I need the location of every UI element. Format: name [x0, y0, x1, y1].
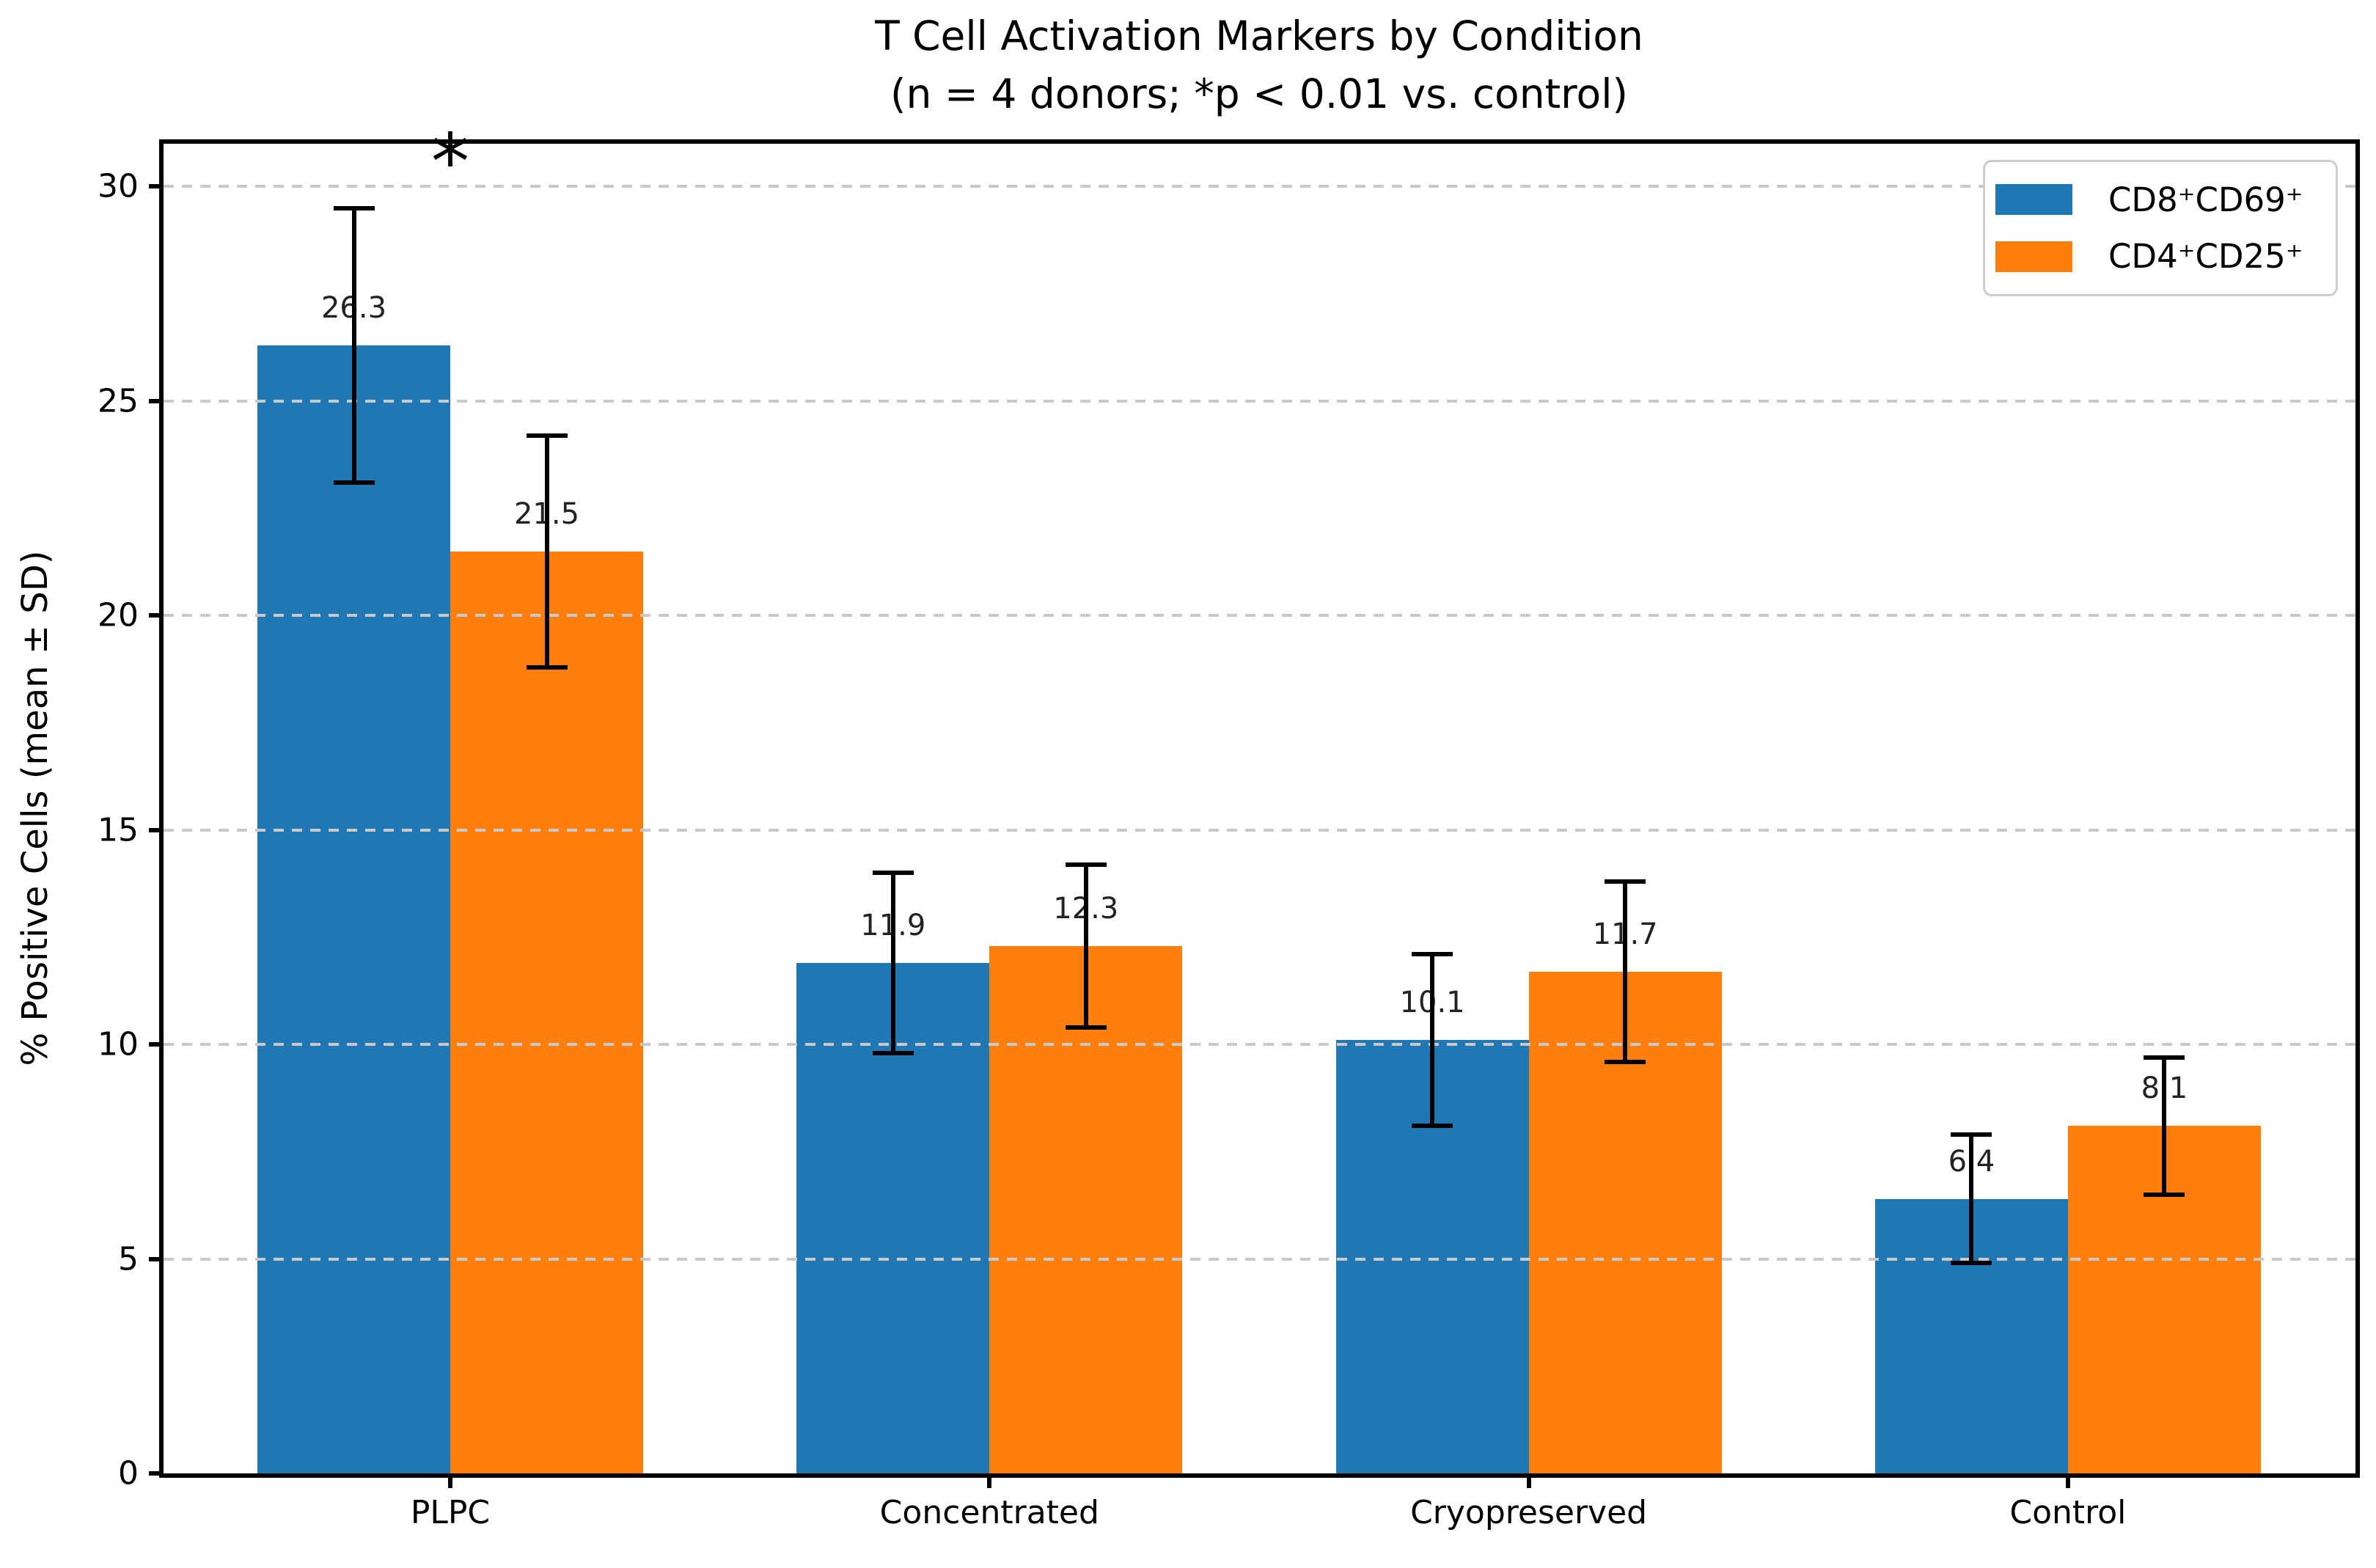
gridline-y-20	[164, 614, 2355, 618]
chart-title-block: T Cell Activation Markers by Condition (…	[875, 7, 1643, 123]
legend-label-cd4cd25: CD4⁺CD25⁺	[2108, 237, 2303, 276]
legend-swatch-cd4cd25	[1995, 241, 2072, 272]
y-tick-20	[149, 613, 164, 618]
error-bar-line	[544, 435, 549, 667]
gridline-y-5	[164, 1257, 2355, 1261]
legend-item-cd8cd69: CD8⁺CD69⁺	[1995, 180, 2336, 219]
error-bar-cap-bottom	[872, 1050, 914, 1055]
x-tick-label-plpc: PLPC	[410, 1494, 491, 1531]
y-tick-label-25: 25	[98, 382, 139, 420]
gridline-y-25	[164, 399, 2355, 403]
y-tick-15	[149, 827, 164, 832]
error-bar-line	[1430, 954, 1435, 1126]
x-tick-label-cryopreserved: Cryopreserved	[1410, 1494, 1648, 1531]
y-tick-30	[149, 184, 164, 189]
error-bar-cap-top	[872, 871, 914, 876]
error-bar-cap-bottom	[1951, 1261, 1992, 1266]
error-bar-line	[1623, 881, 1628, 1062]
gridline-y-10	[164, 1043, 2355, 1047]
x-tick-label-control: Control	[2009, 1494, 2127, 1531]
x-tick-concentrated	[987, 1473, 992, 1488]
legend-swatch-cd8cd69	[1995, 184, 2072, 216]
legend-label-cd8cd69: CD8⁺CD69⁺	[2108, 180, 2303, 219]
bar-plpc-cd8	[257, 345, 450, 1473]
y-tick-label-0: 0	[118, 1454, 139, 1492]
error-bar-cap-bottom	[2144, 1192, 2185, 1197]
error-bar-cap-top	[2144, 1055, 2185, 1060]
bar-concentrated-cd4	[989, 945, 1183, 1473]
y-tick-label-5: 5	[118, 1240, 139, 1278]
plot-area: 26.311.910.16.421.512.311.78.10510152025…	[98, 124, 2360, 1531]
y-axis-label: % Positive Cells (mean ± SD)	[15, 550, 56, 1066]
error-bar-line	[890, 873, 895, 1053]
error-bar-line	[1969, 1134, 1974, 1264]
error-bar-cap-top	[526, 433, 568, 438]
y-tick-25	[149, 398, 164, 403]
y-tick-label-10: 10	[98, 1025, 139, 1063]
x-tick-control	[2065, 1473, 2070, 1488]
y-tick-0	[149, 1471, 164, 1476]
error-bar-cap-bottom	[1065, 1025, 1107, 1030]
chart-subtitle: (n = 4 donors; *p < 0.01 vs. control)	[890, 70, 1628, 117]
legend: CD8⁺CD69⁺ CD4⁺CD25⁺	[1983, 160, 2338, 296]
x-tick-label-concentrated: Concentrated	[879, 1494, 1099, 1531]
y-tick-label-15: 15	[98, 811, 139, 849]
y-tick-label-30: 30	[98, 167, 139, 205]
gridline-y-15	[164, 828, 2355, 832]
chart-title: T Cell Activation Markers by Condition	[875, 12, 1643, 59]
error-bar-cap-bottom	[1412, 1124, 1453, 1129]
error-bar-cap-top	[1951, 1132, 1992, 1137]
y-tick-label-20: 20	[98, 596, 139, 634]
error-bar-line	[2162, 1057, 2167, 1195]
error-bar-cap-top	[1065, 862, 1107, 867]
error-bar-cap-bottom	[526, 664, 568, 670]
error-bar-line	[1083, 864, 1088, 1027]
x-tick-plpc	[448, 1473, 452, 1488]
error-bar-cap-bottom	[1605, 1059, 1646, 1064]
y-tick-5	[149, 1256, 164, 1261]
error-bar-cap-top	[1605, 879, 1646, 884]
error-bar-line	[351, 208, 356, 483]
error-bar-cap-bottom	[333, 480, 375, 486]
bar-plpc-cd4	[450, 551, 643, 1473]
error-bar-cap-top	[1412, 952, 1453, 957]
gridline-y-30	[164, 185, 2355, 188]
x-tick-cryopreserved	[1526, 1473, 1531, 1488]
error-bar-cap-top	[333, 205, 375, 210]
y-tick-10	[149, 1042, 164, 1047]
legend-item-cd4cd25: CD4⁺CD25⁺	[1995, 237, 2336, 276]
significance-asterisk: *	[430, 117, 470, 207]
